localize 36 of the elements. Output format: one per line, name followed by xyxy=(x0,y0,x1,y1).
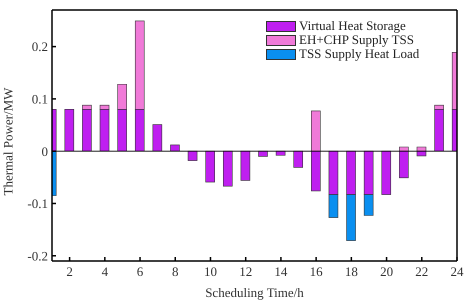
bar xyxy=(82,109,92,152)
y-tick-label: 0 xyxy=(42,144,48,159)
x-tick-label: 8 xyxy=(172,264,179,280)
bar xyxy=(258,150,268,157)
bar xyxy=(170,144,180,152)
legend-label: TSS Supply Heat Load xyxy=(299,46,420,62)
x-tick-label: 4 xyxy=(102,264,109,280)
legend-label: EH+CHP Supply TSS xyxy=(299,32,414,48)
bar xyxy=(399,150,409,178)
x-tick-label: 6 xyxy=(136,264,144,280)
bar xyxy=(205,150,215,182)
x-tick-label: 20 xyxy=(380,264,394,280)
x-tick-label: 22 xyxy=(415,264,428,280)
bar xyxy=(381,150,392,195)
x-tick-label: 10 xyxy=(204,264,217,280)
x-tick-label: 12 xyxy=(239,264,252,280)
bar xyxy=(152,124,162,152)
bar xyxy=(100,109,110,152)
x-tick-label: 24 xyxy=(450,264,464,280)
bar xyxy=(188,150,198,161)
bar xyxy=(222,150,233,187)
bar xyxy=(293,150,304,168)
y-tick-label: 0.2 xyxy=(32,39,48,54)
bar xyxy=(434,109,444,152)
x-tick-label: 2 xyxy=(66,264,73,280)
legend-label: Virtual Heat Storage xyxy=(299,18,406,34)
x-tick-label: 16 xyxy=(310,264,324,280)
x-tick-label: 14 xyxy=(274,264,288,280)
bar xyxy=(64,109,74,152)
y-tick-label: -0.2 xyxy=(27,248,48,264)
y-tick-label: -0.1 xyxy=(27,196,48,212)
y-axis-title: Thermal Power/MW xyxy=(0,86,16,196)
x-tick-label: 18 xyxy=(344,264,358,280)
bar xyxy=(240,150,250,181)
y-tick-label: 0.1 xyxy=(32,92,48,107)
x-axis-title: Scheduling Time/h xyxy=(205,285,304,300)
